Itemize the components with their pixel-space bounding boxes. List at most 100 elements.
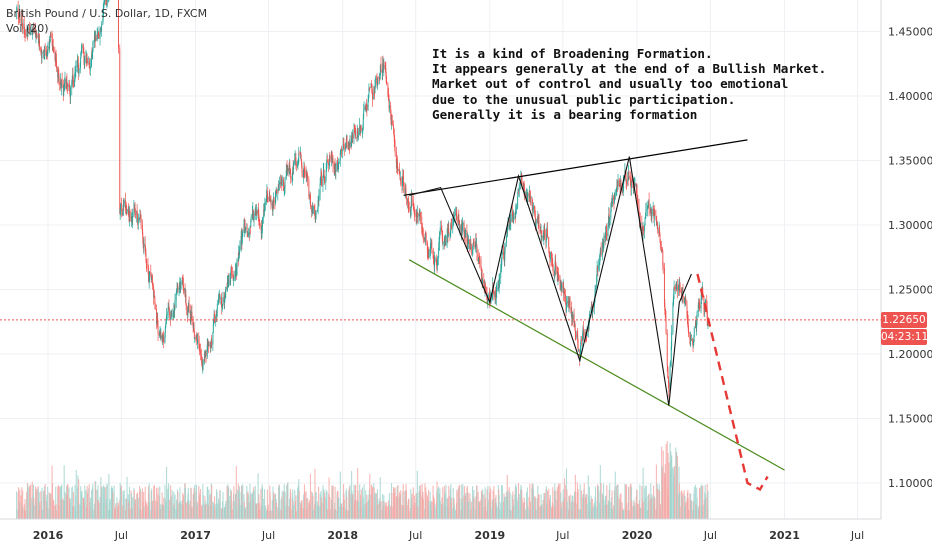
price-axis[interactable]: 1.45000 1.40000 1.35000 1.30000 1.25000 1.200… bbox=[888, 26, 932, 491]
volume-bar bbox=[188, 504, 190, 519]
candle-body bbox=[638, 205, 640, 217]
volume-bar bbox=[329, 508, 331, 519]
candle-body bbox=[566, 301, 568, 304]
volume-bar bbox=[332, 485, 334, 519]
volume-bar bbox=[267, 504, 269, 519]
candle-body bbox=[688, 328, 690, 335]
volume-bar bbox=[676, 455, 678, 519]
volume-bar bbox=[472, 486, 474, 519]
volume-bar bbox=[230, 490, 233, 519]
volume-bar bbox=[379, 477, 381, 519]
volume-bar bbox=[216, 504, 218, 519]
volume-bar bbox=[31, 481, 33, 519]
candle-body bbox=[391, 120, 393, 126]
candle-body bbox=[651, 209, 653, 218]
candle-body bbox=[58, 82, 60, 85]
volume-bar bbox=[511, 494, 513, 519]
candle-body bbox=[379, 72, 381, 79]
candle-body bbox=[613, 197, 615, 200]
volume-bar bbox=[77, 475, 79, 519]
candle-body bbox=[597, 265, 599, 269]
candle-body bbox=[297, 163, 299, 164]
volume-bar bbox=[651, 494, 653, 519]
candle-body bbox=[257, 208, 259, 214]
candle-body bbox=[22, 25, 24, 30]
candle-body bbox=[196, 335, 198, 340]
candle-body bbox=[241, 236, 243, 243]
candle-body bbox=[699, 305, 700, 307]
volume-bar bbox=[312, 509, 314, 519]
volume-bar bbox=[256, 503, 258, 519]
volume-bar bbox=[690, 500, 693, 519]
volume-bar bbox=[53, 499, 55, 519]
volume-bar bbox=[628, 510, 630, 519]
candle-body bbox=[309, 194, 311, 207]
candle-body bbox=[380, 64, 382, 71]
candle-body bbox=[603, 235, 605, 244]
candle-body bbox=[389, 105, 390, 109]
candle-body bbox=[697, 304, 699, 313]
candle-body bbox=[645, 210, 647, 216]
candle-body bbox=[226, 281, 228, 290]
volume-bar bbox=[682, 493, 684, 519]
candle-body bbox=[64, 78, 66, 83]
candle-body bbox=[580, 338, 582, 346]
candle-body bbox=[526, 196, 528, 200]
candle-body bbox=[554, 261, 556, 270]
candle-body bbox=[442, 238, 444, 245]
candle-body bbox=[505, 236, 507, 244]
candle-body bbox=[647, 203, 649, 205]
volume-bar bbox=[679, 492, 681, 519]
symbol-title[interactable]: British Pound / U.S. Dollar, 1D, FXCM bbox=[6, 7, 208, 20]
candle-body bbox=[98, 34, 100, 39]
volume-bar bbox=[411, 493, 413, 519]
volume-indicator-label[interactable]: Vol (20) bbox=[6, 22, 49, 35]
candle-body bbox=[397, 169, 399, 171]
candle-body bbox=[204, 353, 206, 355]
candle-body bbox=[193, 323, 195, 332]
candle-body bbox=[501, 258, 502, 268]
candle-body bbox=[672, 305, 674, 333]
candle-body bbox=[429, 248, 431, 253]
candle-body bbox=[173, 310, 175, 314]
volume-bar bbox=[569, 494, 571, 519]
candle-body bbox=[596, 275, 598, 288]
candle-body bbox=[224, 298, 226, 303]
candle-body bbox=[54, 52, 56, 54]
volume-bar bbox=[257, 473, 259, 519]
volume-bar bbox=[490, 488, 492, 519]
candle-body bbox=[673, 287, 675, 293]
candle-body bbox=[413, 210, 415, 212]
candle-body bbox=[500, 267, 502, 270]
volume-bar bbox=[668, 462, 670, 519]
broadening-zigzag bbox=[409, 156, 692, 406]
candle-body bbox=[405, 196, 407, 199]
candle-body bbox=[498, 281, 500, 287]
candle-body bbox=[250, 216, 252, 221]
candle-body bbox=[588, 320, 590, 330]
volume-bar bbox=[67, 484, 69, 519]
candle-body bbox=[377, 77, 379, 79]
candle-body bbox=[83, 47, 84, 53]
volume-bar bbox=[365, 490, 367, 519]
candle-body bbox=[366, 104, 367, 106]
candle-body bbox=[224, 292, 226, 296]
time-axis[interactable]: 2016 Jul 2017 Jul 2018 Jul 2019 Jul 2020 Jul 2021 J… bbox=[33, 529, 864, 542]
candle-body bbox=[469, 248, 471, 250]
candle-body bbox=[353, 129, 355, 139]
volume-bar bbox=[197, 503, 199, 519]
candle-body bbox=[671, 332, 673, 347]
candle-body bbox=[145, 260, 147, 265]
volume-bar bbox=[199, 489, 201, 519]
candle-body bbox=[355, 132, 357, 138]
candle-body bbox=[441, 233, 443, 239]
candle-body bbox=[82, 45, 84, 48]
candle-body bbox=[233, 277, 235, 279]
candle-body bbox=[249, 227, 251, 235]
volume-bar bbox=[98, 502, 100, 519]
candle-body bbox=[617, 180, 619, 187]
candle-body bbox=[417, 212, 419, 217]
candle-body bbox=[337, 160, 338, 165]
candle-body bbox=[416, 214, 418, 218]
